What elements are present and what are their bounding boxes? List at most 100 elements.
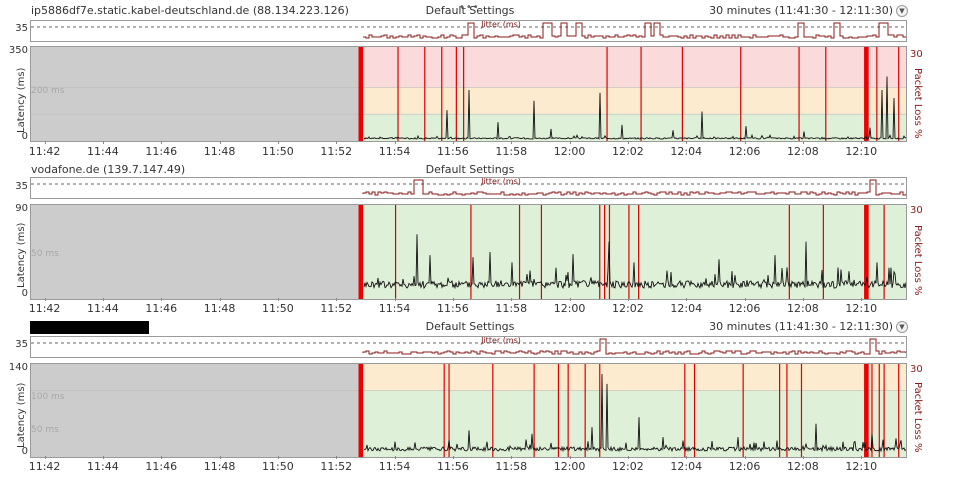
latency-line xyxy=(363,76,906,140)
x-tick-mark xyxy=(394,456,396,459)
x-tick-label: 12:02 xyxy=(612,302,644,315)
chevron-down-icon[interactable]: ▼ xyxy=(896,321,908,333)
latency-graph[interactable]: 50 ms xyxy=(30,204,907,300)
x-tick-label: 11:56 xyxy=(437,145,469,158)
x-tick-mark xyxy=(744,298,746,301)
x-tick-label: 11:46 xyxy=(145,302,178,315)
x-tick-label: 11:50 xyxy=(262,460,294,473)
jitter-graph[interactable]: Jitter (ms) xyxy=(30,20,907,42)
x-tick-label: 11:56 xyxy=(437,460,469,473)
x-tick-label: 12:08 xyxy=(787,302,819,315)
x-tick-mark xyxy=(627,141,629,144)
jitter-line xyxy=(363,22,906,39)
x-tick-label: 12:10 xyxy=(845,302,878,315)
x-tick-label: 11:58 xyxy=(495,145,528,158)
x-tick-label: 11:50 xyxy=(262,302,294,315)
drag-handle-icon[interactable]: ••• xyxy=(459,2,480,13)
x-tick-mark xyxy=(452,141,454,144)
x-tick-label: 11:52 xyxy=(320,145,353,158)
profile-name[interactable]: Default Settings xyxy=(425,163,515,176)
x-tick-mark xyxy=(802,141,804,144)
y-zero-label: 0 xyxy=(21,131,28,142)
x-tick-label: 11:54 xyxy=(378,302,411,315)
y-max-label: 140 xyxy=(8,362,28,373)
host-name[interactable]: ip5886df7e.static.kabel-deutschland.de (… xyxy=(31,4,349,17)
x-tick-mark xyxy=(219,298,221,301)
x-tick-label: 11:58 xyxy=(495,302,528,315)
x-tick-label: 11:48 xyxy=(203,302,236,315)
latency-graph[interactable]: 100 ms 50 ms xyxy=(30,363,907,458)
x-tick-label: 11:44 xyxy=(87,145,119,158)
chart-panel-2: vodafone.de (139.7.147.49) Default Setti… xyxy=(0,163,963,319)
x-tick-label: 12:10 xyxy=(845,460,878,473)
packet-loss-burst xyxy=(359,364,364,457)
x-tick-mark xyxy=(102,456,104,459)
x-tick-mark xyxy=(102,298,104,301)
y-max-label: 350 xyxy=(8,45,28,56)
packet-loss-burst xyxy=(864,205,869,299)
x-tick-label: 12:02 xyxy=(612,460,644,473)
jitter-line xyxy=(362,338,906,355)
y-max-label: 90 xyxy=(15,203,28,214)
x-tick-label: 12:00 xyxy=(553,460,586,473)
x-tick-mark xyxy=(336,298,338,301)
x-tick-label: 11:42 xyxy=(28,460,61,473)
x-axis: 11:42 11:44 11:46 11:48 11:50 11:52 11:54 11:56… xyxy=(29,298,907,315)
jitter-plot xyxy=(31,22,906,39)
jitter-graph[interactable]: Jitter (ms) xyxy=(30,177,907,199)
packet-loss-burst xyxy=(359,47,364,141)
jitter-title: Jitter (ms) xyxy=(481,336,521,345)
ref-line-label: 50 ms xyxy=(31,249,59,259)
x-tick-label: 12:04 xyxy=(670,145,703,158)
x-tick-mark xyxy=(336,456,338,459)
time-range[interactable]: 30 minutes (11:41:30 - 12:11:30) xyxy=(709,4,893,17)
y-axis-label: Latency (ms) xyxy=(16,222,27,288)
x-tick-label: 11:44 xyxy=(87,302,119,315)
x-tick-mark xyxy=(44,298,46,301)
y-axis-label: Latency (ms) xyxy=(16,382,27,448)
jitter-tick-label: 35 xyxy=(15,181,28,192)
packet-loss-burst xyxy=(864,47,869,141)
latency-plot xyxy=(31,205,906,299)
x-tick-mark xyxy=(686,141,688,144)
x-tick-label: 12:06 xyxy=(728,145,761,158)
jitter-graph[interactable]: Jitter (ms) xyxy=(30,336,907,358)
x-tick-mark xyxy=(161,298,163,301)
y-zero-label: 0 xyxy=(21,446,28,457)
x-tick-label: 11:54 xyxy=(378,145,411,158)
chevron-down-icon[interactable]: ▼ xyxy=(896,5,908,17)
x-tick-mark xyxy=(219,456,221,459)
x-tick-mark xyxy=(452,456,454,459)
packet-loss-max-label: 30 xyxy=(910,205,923,216)
jitter-plot xyxy=(31,179,906,196)
profile-name[interactable]: Default Settings xyxy=(425,4,515,17)
x-tick-mark xyxy=(627,298,629,301)
time-range[interactable]: 30 minutes (11:41:30 - 12:11:30) xyxy=(709,320,893,333)
x-tick-mark xyxy=(102,141,104,144)
x-tick-label: 12:06 xyxy=(728,302,761,315)
x-tick-mark xyxy=(744,141,746,144)
packet-loss-burst xyxy=(359,205,364,299)
latency-graph[interactable]: 200 ms xyxy=(30,46,907,142)
x-tick-label: 11:42 xyxy=(28,145,61,158)
x-tick-label: 12:00 xyxy=(553,302,586,315)
x-tick-mark xyxy=(686,298,688,301)
profile-name[interactable]: Default Settings xyxy=(425,320,515,333)
jitter-plot xyxy=(31,338,906,355)
x-tick-label: 12:02 xyxy=(612,145,644,158)
x-tick-label: 12:10 xyxy=(845,145,878,158)
panel-header: ip5886df7e.static.kabel-deutschland.de (… xyxy=(0,2,963,18)
latency-zone-1 xyxy=(359,87,906,115)
x-tick-label: 11:48 xyxy=(203,460,236,473)
host-name[interactable]: vodafone.de (139.7.147.49) xyxy=(31,163,186,176)
x-tick-mark xyxy=(336,141,338,144)
jitter-title: Jitter (ms) xyxy=(481,177,521,186)
panel-header: vodafone.de (139.7.147.49) Default Setti… xyxy=(0,163,963,177)
latency-zone-1 xyxy=(359,364,906,391)
x-tick-mark xyxy=(44,141,46,144)
x-tick-label: 12:00 xyxy=(553,145,586,158)
x-tick-mark xyxy=(394,298,396,301)
no-data-region xyxy=(31,205,360,299)
second-ref-line-label: 50 ms xyxy=(31,425,59,435)
x-tick-label: 11:46 xyxy=(145,145,178,158)
